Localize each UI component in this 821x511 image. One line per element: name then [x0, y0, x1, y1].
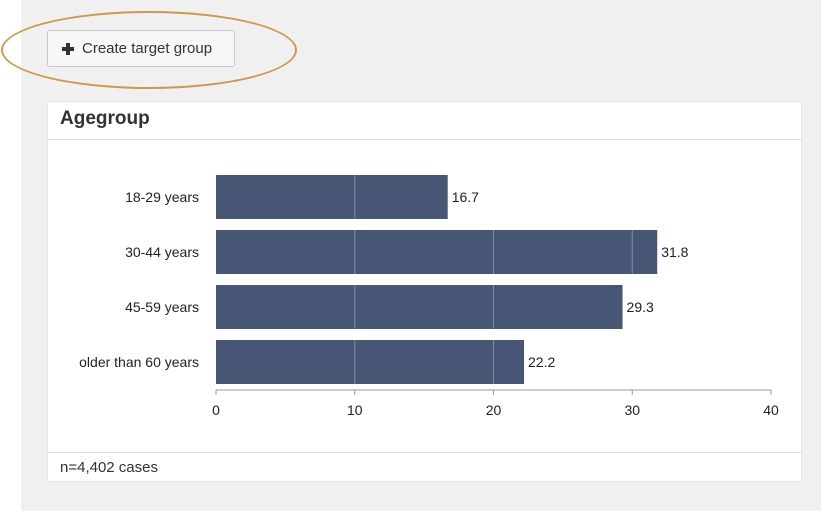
bar-4 — [216, 340, 525, 384]
x-tick-label: 10 — [347, 402, 363, 418]
category-label: older than 60 years — [79, 354, 199, 370]
bar-1 — [216, 175, 448, 219]
x-tick-label: 30 — [624, 402, 640, 418]
agegroup-bar-chart: 18-29 years 16.7 30-44 years 31.8 45-59 year… — [79, 175, 779, 418]
x-tick-label: 40 — [763, 402, 779, 418]
data-label: 16.7 — [452, 189, 479, 205]
x-tick-label: 0 — [212, 402, 220, 418]
panel-footer-divider — [48, 452, 801, 453]
bar-3 — [216, 285, 623, 329]
create-target-group-label: Create target group — [82, 40, 213, 57]
panel-title: Agegroup — [60, 108, 150, 129]
create-target-group-button[interactable]: Create target group — [47, 30, 235, 67]
agegroup-panel: Agegroup 18-29 years 16.7 30-44 years 31.8 4… — [47, 101, 802, 482]
plus-icon — [62, 42, 74, 55]
data-label: 22.2 — [528, 354, 555, 370]
data-label: 31.8 — [661, 244, 688, 260]
data-label: 29.3 — [627, 299, 654, 315]
category-label: 18-29 years — [125, 189, 199, 205]
bar-2 — [216, 230, 658, 274]
category-label: 45-59 years — [125, 299, 199, 315]
case-count: n=4,402 cases — [60, 459, 158, 476]
category-label: 30-44 years — [125, 244, 199, 260]
panel-title-divider — [48, 139, 801, 140]
x-tick-label: 20 — [486, 402, 502, 418]
